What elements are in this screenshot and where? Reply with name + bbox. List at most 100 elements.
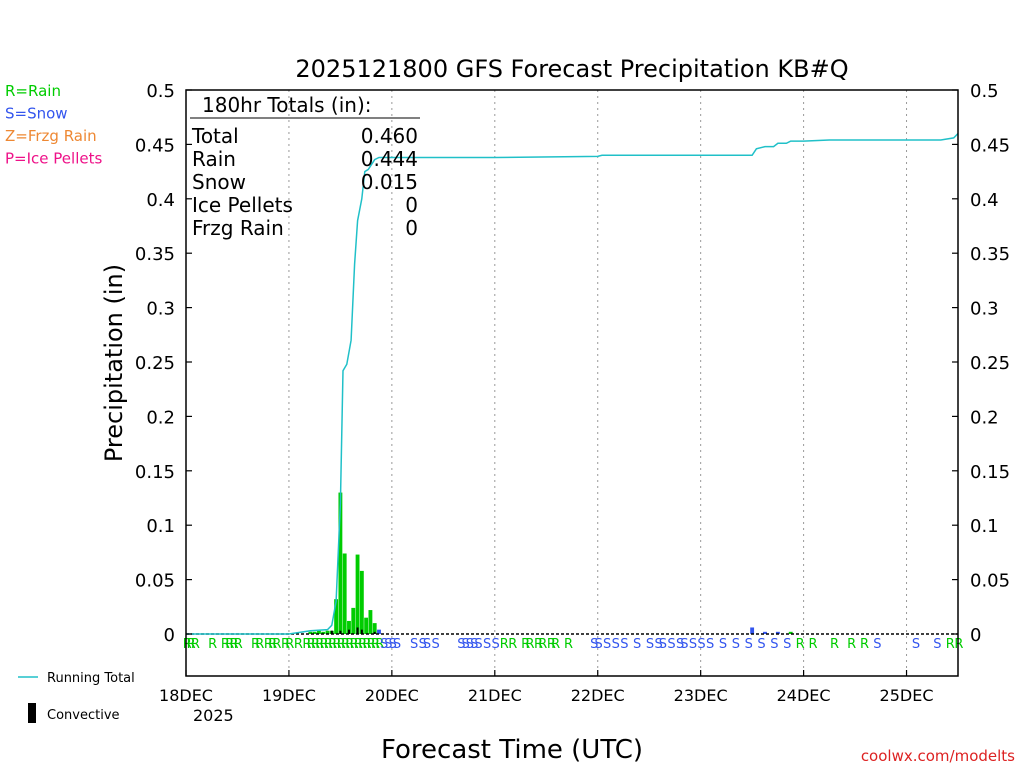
precip-bar-9 (347, 620, 351, 634)
ytick-label-left-7: 0.35 (135, 244, 175, 265)
totals-row-value-0: 0.460 (361, 124, 418, 148)
ptype-marker-35: S (384, 637, 392, 652)
convective-bar-5 (373, 631, 376, 634)
running-total-legend-label: Running Total (47, 671, 135, 686)
xtick-label-3: 21DEC (468, 686, 522, 705)
ptype-marker-22: R (328, 637, 337, 652)
ptype-marker-23: R (332, 637, 341, 652)
ptype-marker-11: R (268, 637, 277, 652)
ptype-marker-18: R (311, 637, 320, 652)
chart-title: 2025121800 GFS Forecast Precipitation KB… (295, 55, 848, 83)
ptype-marker-15: R (294, 637, 303, 652)
precip-bar-13 (364, 617, 369, 634)
precip-bar-6 (334, 599, 339, 634)
xtick-label-1: 19DEC (262, 686, 316, 705)
ptype-marker-47: S (483, 637, 491, 652)
ptype-marker-72: S (706, 637, 714, 652)
ptype-marker-78: S (783, 637, 791, 652)
year-label: 2025 (193, 706, 234, 725)
ptype-marker-27: R (350, 637, 359, 652)
ptype-marker-5: R (225, 637, 234, 652)
convective-bar-4 (360, 629, 363, 634)
ptype-marker-12: R (272, 637, 281, 652)
precip-bar-18 (763, 631, 767, 634)
ytick-label-right-3: 0.15 (970, 462, 1010, 483)
ptype-marker-71: S (697, 637, 705, 652)
ptype-marker-38: S (410, 637, 418, 652)
ptype-marker-49: R (500, 637, 509, 652)
ptype-marker-56: R (551, 637, 560, 652)
ptype-marker-8: R (251, 637, 260, 652)
ytick-label-right-6: 0.3 (970, 299, 999, 320)
ytick-label-right-5: 0.25 (970, 353, 1010, 374)
convective-bar-2 (347, 629, 350, 634)
ptype-marker-77: S (770, 637, 778, 652)
totals-row-label-4: Frzg Rain (192, 216, 284, 240)
ptype-marker-28: R (354, 637, 363, 652)
ptype-marker-46: S (474, 637, 482, 652)
ptype-marker-59: S (594, 637, 602, 652)
ptype-marker-79: R (796, 637, 805, 652)
ytick-label-right-10: 0.5 (970, 81, 999, 102)
precip-bar-14 (368, 610, 373, 634)
ptype-marker-80: R (809, 637, 818, 652)
ptype-marker-0: R (183, 637, 192, 652)
precip-bar-11 (355, 554, 360, 634)
ptype-marker-81: R (830, 637, 839, 652)
ptype-marker-87: R (946, 637, 955, 652)
precip-bar-15 (372, 623, 377, 634)
gridlines (288, 90, 908, 676)
ptype-marker-7: R (234, 637, 243, 652)
ptype-marker-3: R (208, 637, 217, 652)
ptype-marker-2: R (191, 637, 200, 652)
ptype-marker-40: S (423, 637, 431, 652)
totals-header: 180hr Totals (in): (202, 93, 372, 117)
ptype-marker-6: R (230, 637, 239, 652)
ptype-marker-60: S (603, 637, 611, 652)
ptype-marker-67: S (667, 637, 675, 652)
ptype-marker-65: S (655, 637, 663, 652)
ptype-marker-16: R (302, 637, 311, 652)
ytick-label-left-0: 0 (164, 625, 175, 646)
ptype-marker-45: S (470, 637, 478, 652)
ptype-marker-9: R (255, 637, 264, 652)
ptype-marker-20: R (320, 637, 329, 652)
ptype-marker-21: R (324, 637, 333, 652)
totals-row-label-0: Total (191, 124, 239, 148)
precip-bar-17 (750, 627, 755, 634)
legend-type-0: R=Rain (5, 82, 61, 100)
precip-bars (308, 492, 793, 634)
precip-bar-10 (351, 607, 356, 634)
totals-row-value-4: 0 (405, 216, 418, 240)
totals-row-label-2: Snow (192, 170, 246, 194)
ptype-marker-75: S (745, 637, 753, 652)
ptype-marker-85: S (912, 637, 920, 652)
legend-type-3: P=Ice Pellets (5, 150, 102, 168)
ptype-marker-84: S (873, 637, 881, 652)
line-legend: Running Total Convective (18, 671, 135, 723)
ptype-marker-57: R (564, 637, 573, 652)
ptype-marker-41: S (431, 637, 439, 652)
precip-bar-2 (317, 630, 321, 634)
xtick-label-6: 24DEC (777, 686, 831, 705)
xtick-label-4: 22DEC (571, 686, 625, 705)
legend-type-2: Z=Frzg Rain (5, 127, 97, 145)
ptype-marker-55: R (547, 637, 556, 652)
ytick-label-left-4: 0.2 (146, 407, 175, 428)
totals-row-value-3: 0 (405, 193, 418, 217)
ptype-marker-43: S (462, 637, 470, 652)
ptype-marker-58: S (590, 637, 598, 652)
ptype-marker-64: S (646, 637, 654, 652)
convective-bar-1 (339, 630, 342, 634)
xtick-label-0: 18DEC (159, 686, 213, 705)
ytick-label-right-0: 0 (970, 625, 981, 646)
ptype-marker-52: R (525, 637, 534, 652)
xtick-label-2: 20DEC (365, 686, 419, 705)
legend-type-1: S=Snow (5, 105, 68, 123)
ptype-marker-26: R (345, 637, 354, 652)
convective-bar-3 (356, 627, 359, 634)
totals-row-label-3: Ice Pellets (192, 193, 293, 217)
convective-swatch (28, 703, 36, 723)
precip-bar-4 (325, 630, 330, 634)
